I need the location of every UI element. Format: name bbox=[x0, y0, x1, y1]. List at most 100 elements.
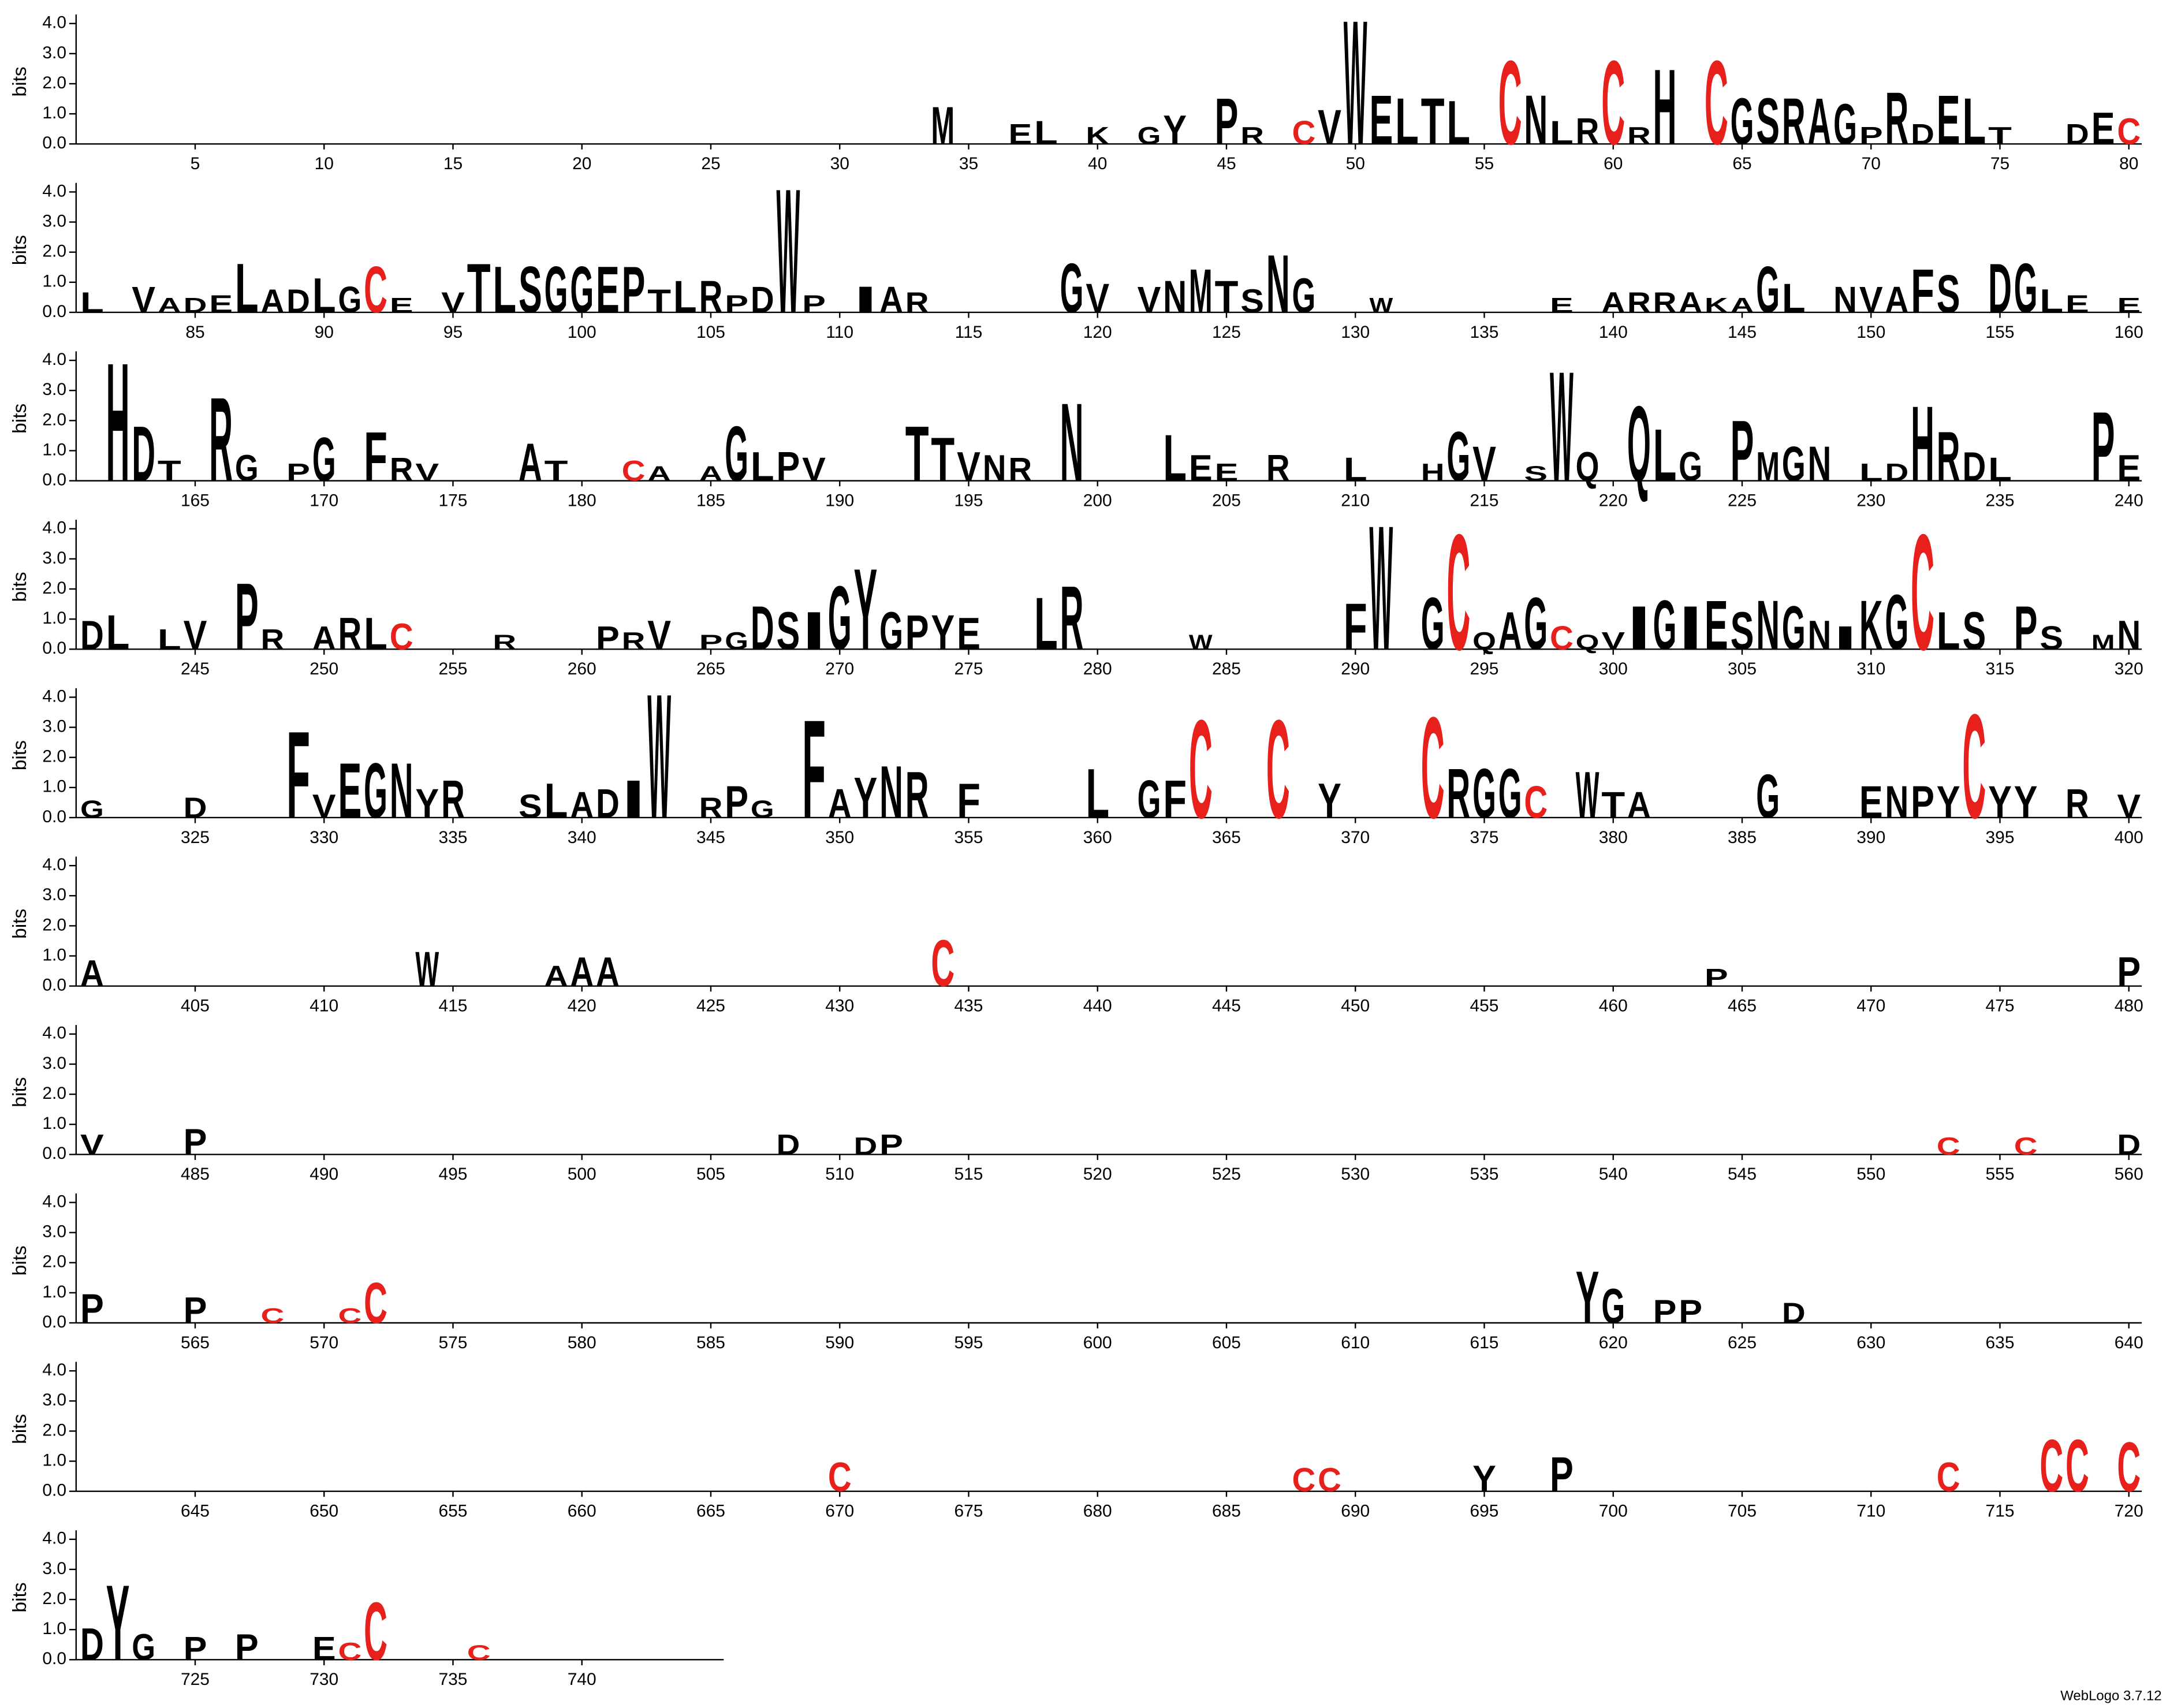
x-tick-label: 110 bbox=[826, 323, 853, 342]
x-tick-label: 640 bbox=[2115, 1333, 2143, 1352]
logo-letter: Q bbox=[1627, 384, 1651, 504]
y-tick-label: 1.0 bbox=[42, 1619, 66, 1638]
y-tick-label: 3.0 bbox=[42, 717, 66, 736]
logo-letter: K bbox=[1859, 586, 1883, 665]
x-tick-label: 495 bbox=[439, 1165, 468, 1184]
x-tick-label: 635 bbox=[1986, 1333, 2015, 1352]
logo-letter: W bbox=[1369, 294, 1393, 317]
logo-letter: Y bbox=[1937, 777, 1960, 827]
x-tick-label: 345 bbox=[696, 828, 725, 847]
logo-letter: P bbox=[184, 1289, 207, 1331]
logo-letter: D bbox=[132, 411, 155, 498]
logo-letter: D bbox=[777, 1129, 800, 1161]
logo-letter: R bbox=[699, 792, 723, 825]
logo-letter: G bbox=[725, 627, 748, 655]
logo-letter: G bbox=[1138, 122, 1161, 150]
x-tick-label: 295 bbox=[1470, 659, 1499, 678]
logo-letter: L bbox=[1395, 84, 1419, 158]
logo-letter: A bbox=[1498, 601, 1522, 661]
x-tick-label: 175 bbox=[439, 491, 468, 510]
x-tick-label: 735 bbox=[439, 1670, 468, 1689]
logo-letter: L bbox=[1034, 583, 1058, 666]
logo-letter: W bbox=[1369, 489, 1393, 688]
logo-letter: G bbox=[235, 447, 259, 489]
logo-letter: W bbox=[1189, 631, 1213, 654]
x-tick-label: 730 bbox=[310, 1670, 338, 1689]
logo-letter: A bbox=[570, 784, 594, 826]
logo-letter: R bbox=[1885, 77, 1908, 161]
y-tick-label: 3.0 bbox=[42, 1559, 66, 1578]
x-tick-label: 80 bbox=[2119, 154, 2138, 173]
logo-letter: S bbox=[777, 601, 800, 661]
y-tick-label: 0.0 bbox=[42, 302, 66, 321]
logo-letter: H bbox=[106, 327, 130, 517]
y-tick-label: 2.0 bbox=[42, 410, 66, 429]
logo-letter: G bbox=[1138, 769, 1161, 829]
logo-letter: T bbox=[647, 283, 671, 320]
y-tick-label: 4.0 bbox=[42, 519, 66, 538]
x-tick-label: 650 bbox=[310, 1502, 338, 1521]
x-tick-label: 380 bbox=[1599, 828, 1628, 847]
x-tick-label: 335 bbox=[439, 828, 468, 847]
y-tick-label: 3.0 bbox=[42, 1222, 66, 1241]
logo-letter: C bbox=[1937, 1132, 1960, 1160]
logo-letter: P bbox=[622, 252, 646, 327]
x-tick-label: 170 bbox=[310, 491, 338, 510]
logo-letter: P bbox=[1679, 1293, 1702, 1330]
x-tick-label: 85 bbox=[185, 323, 204, 342]
x-tick-label: 60 bbox=[1604, 154, 1623, 173]
logo-letter: Y bbox=[2014, 777, 2038, 827]
x-tick-label: 585 bbox=[696, 1333, 725, 1352]
logo-letter: G bbox=[1421, 583, 1445, 666]
x-tick-label: 555 bbox=[1986, 1165, 2015, 1184]
logo-letter: E bbox=[2117, 447, 2141, 489]
x-tick-label: 340 bbox=[568, 828, 596, 847]
logo-letter: E bbox=[2091, 104, 2115, 154]
y-tick-label: 1.0 bbox=[42, 440, 66, 459]
x-tick-label: 360 bbox=[1083, 828, 1112, 847]
x-tick-label: 550 bbox=[1856, 1165, 1885, 1184]
logo-letter: C bbox=[1962, 683, 1986, 849]
y-tick-label: 3.0 bbox=[42, 1054, 66, 1073]
x-tick-label: 545 bbox=[1728, 1165, 1757, 1184]
logo-letter: L bbox=[106, 605, 130, 660]
x-tick-label: 210 bbox=[1341, 491, 1370, 510]
x-tick-label: 565 bbox=[181, 1333, 210, 1352]
logo-letter: T bbox=[931, 424, 954, 494]
y-tick-label: 2.0 bbox=[42, 1420, 66, 1440]
logo-letter: E bbox=[596, 252, 620, 327]
logo-letter: W bbox=[777, 152, 800, 351]
logo-letter: C bbox=[1292, 1461, 1316, 1498]
logo-letter: G bbox=[828, 568, 852, 669]
logo-letter: D bbox=[286, 283, 310, 320]
logo-letter: T bbox=[1215, 272, 1239, 322]
y-tick-label: 1.0 bbox=[42, 945, 66, 964]
logo-letter: C bbox=[2117, 1427, 2141, 1506]
logo-letter: Y bbox=[415, 781, 439, 827]
logo-letter: L bbox=[1163, 420, 1187, 495]
x-tick-label: 135 bbox=[1470, 323, 1499, 342]
logo-letter: F bbox=[286, 706, 310, 844]
logo-letter: P bbox=[235, 564, 259, 670]
x-tick-label: 155 bbox=[1986, 323, 2015, 342]
logo-letter: P bbox=[725, 777, 748, 827]
logo-letter: V bbox=[80, 1129, 104, 1161]
logo-letter: C bbox=[931, 926, 954, 1001]
logo-letter: T bbox=[1421, 84, 1445, 158]
y-axis-label: bits bbox=[9, 909, 31, 939]
x-tick-label: 55 bbox=[1475, 154, 1494, 173]
logo-letter: E bbox=[1215, 458, 1239, 486]
x-tick-label: 390 bbox=[1856, 828, 1885, 847]
x-tick-label: 695 bbox=[1470, 1502, 1499, 1521]
logo-letter: G bbox=[725, 411, 748, 498]
logo-letter: N bbox=[1808, 436, 1832, 491]
y-axis-label: bits bbox=[9, 404, 31, 434]
x-tick-label: 25 bbox=[701, 154, 720, 173]
logo-letter: I bbox=[622, 769, 646, 829]
x-tick-label: 685 bbox=[1212, 1502, 1241, 1521]
x-tick-label: 620 bbox=[1599, 1333, 1628, 1352]
logo-letter: P bbox=[2014, 593, 2038, 663]
logo-letter: D bbox=[2065, 118, 2089, 151]
logo-letter: A bbox=[1808, 84, 1832, 158]
logo-letter: L bbox=[2039, 283, 2063, 320]
